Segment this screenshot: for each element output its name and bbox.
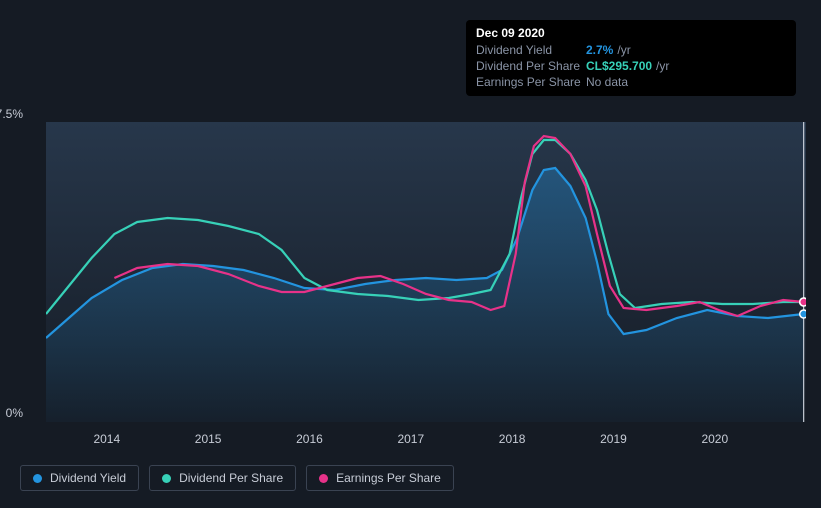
tooltip-row-value: No data (586, 75, 628, 89)
tooltip-date: Dec 09 2020 (476, 26, 786, 40)
legend: Dividend Yield Dividend Per Share Earnin… (20, 465, 454, 491)
legend-swatch (162, 474, 171, 483)
x-tick-label: 2017 (397, 432, 424, 446)
legend-swatch (33, 474, 42, 483)
y-tick-max: 7.5% (0, 107, 23, 121)
tooltip-row: Earnings Per Share No data (476, 74, 786, 90)
tooltip-row-label: Dividend Per Share (476, 59, 586, 73)
tooltip-row: Dividend Per Share CL$295.700/yr (476, 58, 786, 74)
x-tick-label: 2014 (93, 432, 120, 446)
legend-label: Earnings Per Share (336, 471, 441, 485)
x-tick-label: 2020 (701, 432, 728, 446)
x-tick-label: 2015 (195, 432, 222, 446)
cursor-dot (800, 310, 806, 318)
tooltip-row-label: Earnings Per Share (476, 75, 586, 89)
legend-label: Dividend Yield (50, 471, 126, 485)
legend-item-earnings-per-share[interactable]: Earnings Per Share (306, 465, 454, 491)
tooltip-row: Dividend Yield 2.7%/yr (476, 42, 786, 58)
legend-label: Dividend Per Share (179, 471, 283, 485)
y-tick-min: 0% (0, 406, 23, 420)
legend-item-dividend-yield[interactable]: Dividend Yield (20, 465, 139, 491)
chart-plot[interactable] (46, 122, 806, 422)
chart-container: Dec 09 2020 Dividend Yield 2.7%/yr Divid… (0, 0, 821, 508)
x-tick-label: 2016 (296, 432, 323, 446)
legend-swatch (319, 474, 328, 483)
tooltip-row-value: 2.7%/yr (586, 43, 631, 57)
x-tick-label: 2019 (600, 432, 627, 446)
legend-item-dividend-per-share[interactable]: Dividend Per Share (149, 465, 296, 491)
x-tick-label: 2018 (499, 432, 526, 446)
tooltip-row-value: CL$295.700/yr (586, 59, 669, 73)
chart-tooltip: Dec 09 2020 Dividend Yield 2.7%/yr Divid… (466, 20, 796, 96)
cursor-dot (800, 298, 806, 306)
tooltip-row-label: Dividend Yield (476, 43, 586, 57)
